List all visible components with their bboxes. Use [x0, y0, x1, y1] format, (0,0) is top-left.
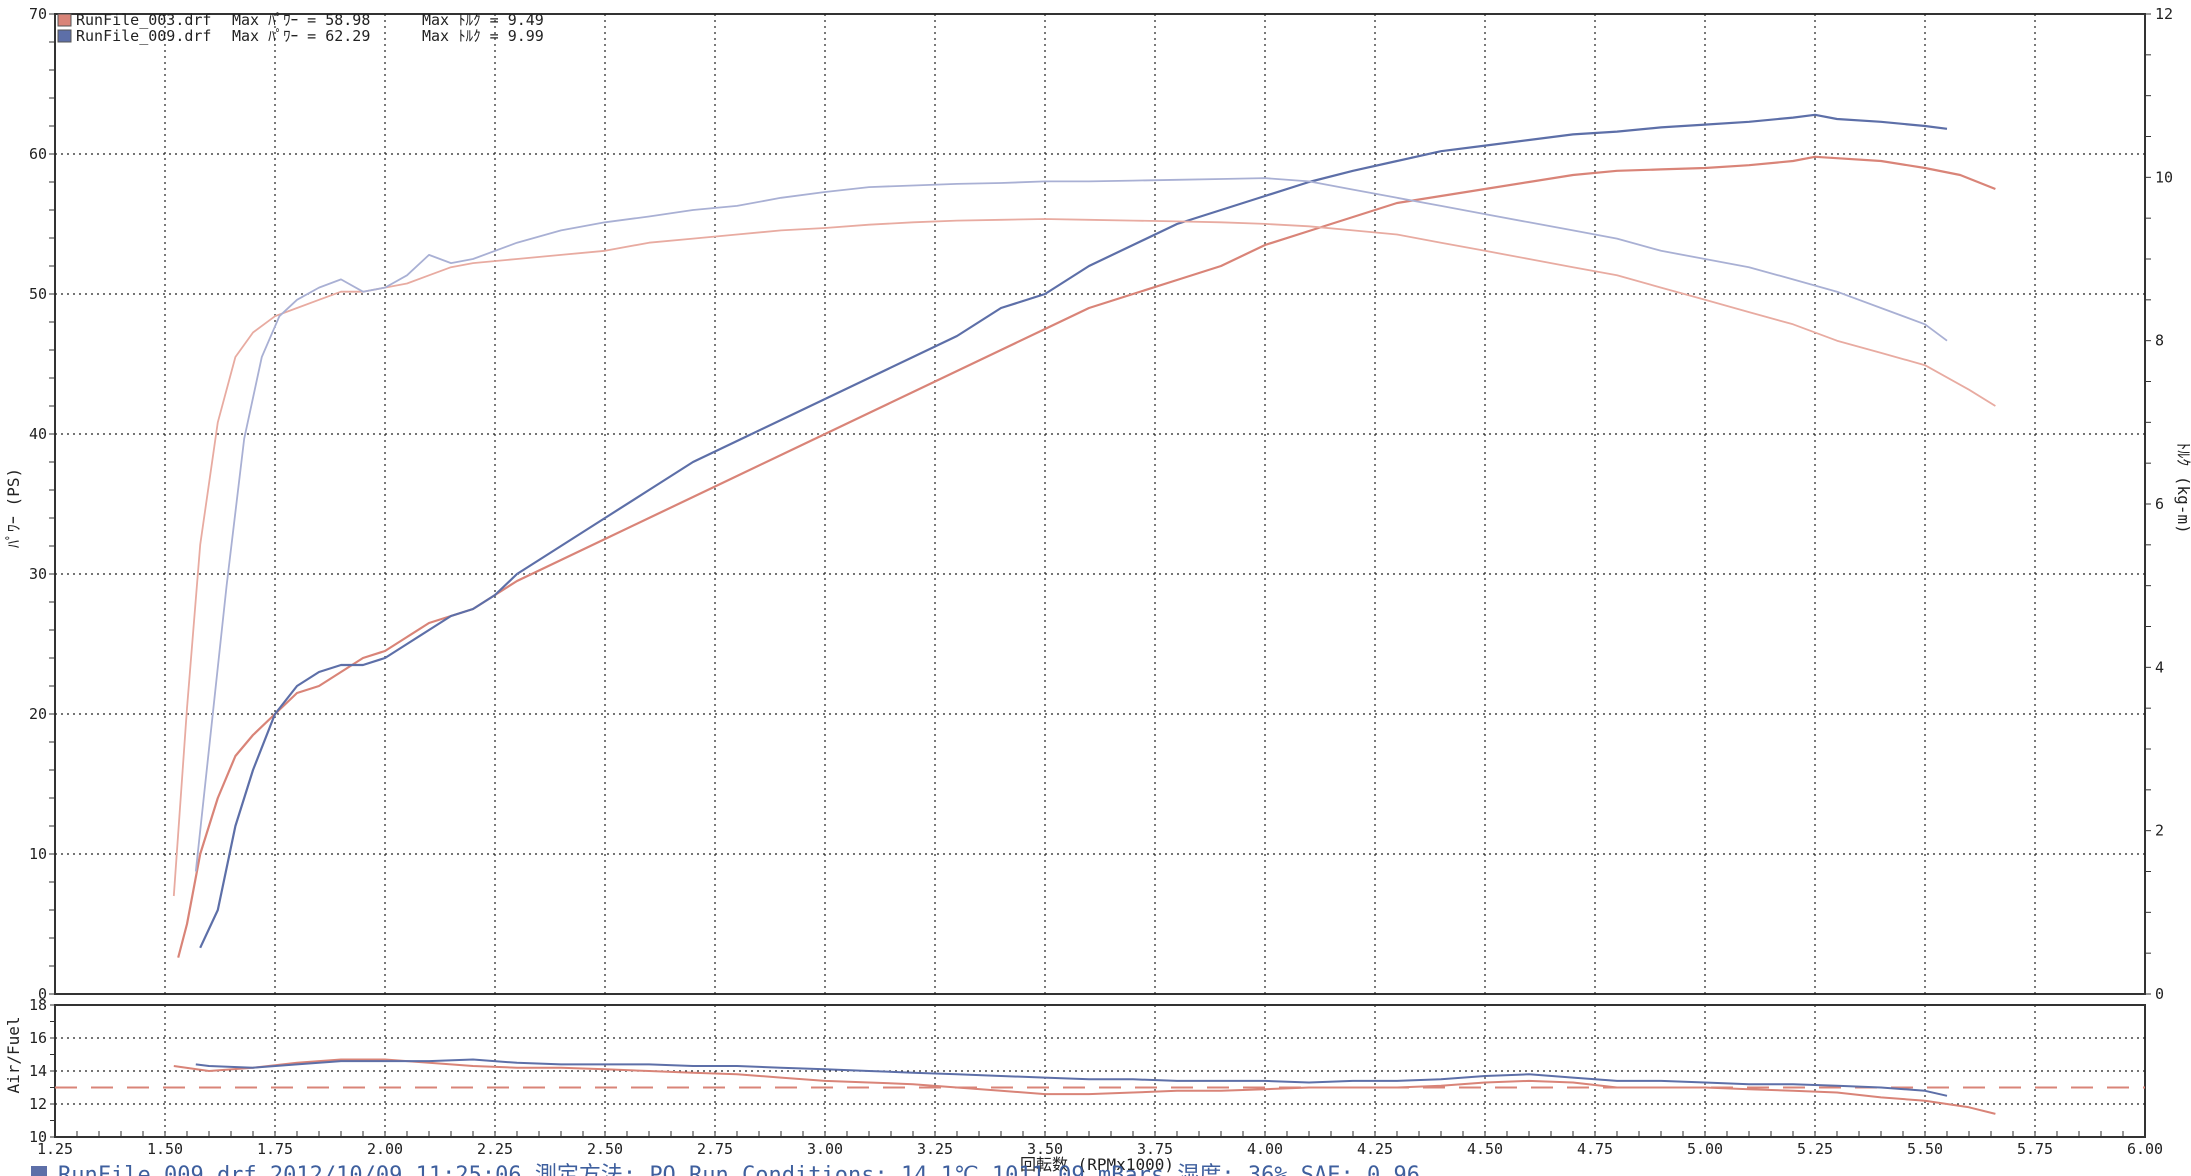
legend-power-runfile-003: Max ﾊﾟﾜｰ = 58.98	[232, 11, 370, 29]
af-y-tick-label: 16	[29, 1029, 47, 1047]
y-axis-title-right: ﾄﾙｸ (kg-m)	[2174, 442, 2191, 533]
legend-torque-runfile-009: Max ﾄﾙｸ = 9.99	[422, 27, 544, 45]
legend-power-runfile-009: Max ﾊﾟﾜｰ = 62.29	[232, 27, 370, 45]
legend-swatch-runfile-003	[57, 13, 72, 27]
y-tick-label: 50	[29, 285, 47, 303]
af-y-tick-label: 12	[29, 1095, 47, 1113]
x-tick-label: 3.25	[917, 1140, 953, 1158]
legend-torque-runfile-003: Max ﾄﾙｸ = 9.49	[422, 11, 544, 29]
legend: RunFile_003.drf Max ﾊﾟﾜｰ = 58.98 Max ﾄﾙｸ…	[57, 11, 544, 45]
footer-run-info: RunFile_009.drf 2012/10/09 11:25:06 測定方法…	[58, 1163, 1420, 1176]
af-series-runfile-003-drf	[173, 1058, 1996, 1115]
x-tick-label: 5.25	[1797, 1140, 1833, 1158]
x-tick-label: 5.50	[1907, 1140, 1943, 1158]
af-axis-title: Air/Fuel	[4, 1016, 23, 1093]
series-power-runfile-009-drf	[199, 113, 1948, 949]
x-tick-label: 4.00	[1247, 1140, 1283, 1158]
x-tick-label: 3.75	[1137, 1140, 1173, 1158]
y-right-tick-label: 0	[2155, 985, 2164, 1003]
y-tick-label: 0	[38, 985, 47, 1003]
footer-swatch	[31, 1166, 47, 1176]
x-tick-label: 3.00	[807, 1140, 843, 1158]
series-power-runfile-003-drf	[177, 155, 1996, 958]
y-right-tick-label: 10	[2155, 168, 2173, 186]
x-tick-label: 4.50	[1467, 1140, 1503, 1158]
y-tick-label: 20	[29, 705, 47, 723]
y-right-tick-label: 6	[2155, 495, 2164, 513]
y-axis-title-left: ﾊﾟﾜｰ (PS)	[4, 468, 23, 548]
x-tick-label: 5.00	[1687, 1140, 1723, 1158]
af-y-tick-label: 10	[29, 1128, 47, 1146]
y-tick-label: 60	[29, 145, 47, 163]
af-y-tick-label: 18	[29, 996, 47, 1014]
y-right-tick-label: 8	[2155, 332, 2164, 350]
x-tick-label: 1.75	[257, 1140, 293, 1158]
y-tick-label: 10	[29, 845, 47, 863]
legend-file-runfile-003: RunFile_003.drf	[76, 11, 211, 29]
af-y-tick-label: 14	[29, 1062, 47, 1080]
x-tick-label: 4.25	[1357, 1140, 1393, 1158]
legend-file-runfile-009: RunFile_009.drf	[76, 27, 211, 45]
x-tick-label: 1.50	[147, 1140, 183, 1158]
x-tick-label: 6.00	[2127, 1140, 2163, 1158]
air-fuel-chart: 10 12 14 16 18	[29, 996, 2146, 1146]
x-axis-title: 回転数 (RPMx1000)	[1020, 1155, 1174, 1174]
y-right-tick-label: 4	[2155, 658, 2164, 676]
x-tick-label: 2.25	[477, 1140, 513, 1158]
af-series-runfile-009-drf	[195, 1058, 1948, 1097]
series-torque-runfile-009-drf	[194, 177, 1948, 872]
x-tick-label: 4.75	[1577, 1140, 1613, 1158]
power-torque-chart: 1.25 1.50 1.75 2.00 2.25 2.50 2.75 3.00 3.25 3.50…	[29, 5, 2173, 1158]
x-tick-label: 1.25	[37, 1140, 73, 1158]
plot-frame	[54, 13, 2146, 995]
y-right-tick-label: 2	[2155, 822, 2164, 840]
y-tick-label: 40	[29, 425, 47, 443]
y-right-tick-label: 12	[2155, 5, 2173, 23]
y-tick-label: 70	[29, 5, 47, 23]
x-tick-label: 5.75	[2017, 1140, 2053, 1158]
x-tick-label: 2.50	[587, 1140, 623, 1158]
x-tick-label: 2.00	[367, 1140, 403, 1158]
x-tick-label: 3.50	[1027, 1140, 1063, 1158]
y-tick-label: 30	[29, 565, 47, 583]
legend-swatch-runfile-009	[57, 29, 72, 43]
x-tick-label: 2.75	[697, 1140, 733, 1158]
series-torque-runfile-003-drf	[172, 218, 1996, 897]
